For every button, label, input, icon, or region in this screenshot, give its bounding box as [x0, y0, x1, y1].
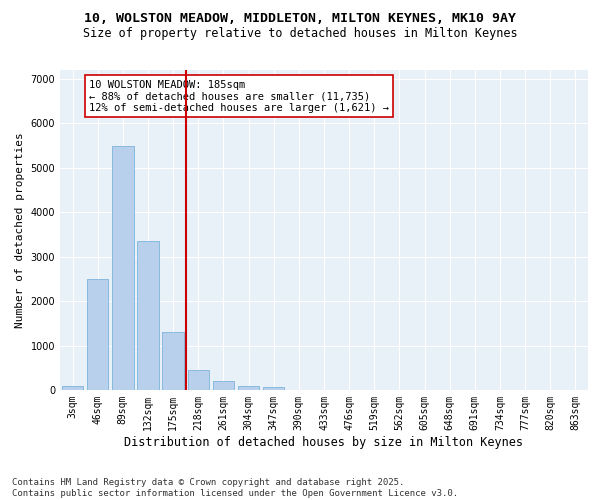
- Bar: [263, 388, 284, 390]
- Bar: [213, 381, 234, 390]
- Bar: [238, 386, 259, 390]
- Bar: [163, 332, 184, 390]
- Text: Contains HM Land Registry data © Crown copyright and database right 2025.
Contai: Contains HM Land Registry data © Crown c…: [12, 478, 458, 498]
- Y-axis label: Number of detached properties: Number of detached properties: [15, 132, 25, 328]
- X-axis label: Distribution of detached houses by size in Milton Keynes: Distribution of detached houses by size …: [125, 436, 523, 448]
- Bar: [137, 241, 158, 390]
- Bar: [112, 146, 134, 390]
- Text: 10, WOLSTON MEADOW, MIDDLETON, MILTON KEYNES, MK10 9AY: 10, WOLSTON MEADOW, MIDDLETON, MILTON KE…: [84, 12, 516, 26]
- Text: Size of property relative to detached houses in Milton Keynes: Size of property relative to detached ho…: [83, 28, 517, 40]
- Bar: [62, 386, 83, 390]
- Bar: [87, 279, 109, 390]
- Text: 10 WOLSTON MEADOW: 185sqm
← 88% of detached houses are smaller (11,735)
12% of s: 10 WOLSTON MEADOW: 185sqm ← 88% of detac…: [89, 80, 389, 113]
- Bar: [188, 370, 209, 390]
